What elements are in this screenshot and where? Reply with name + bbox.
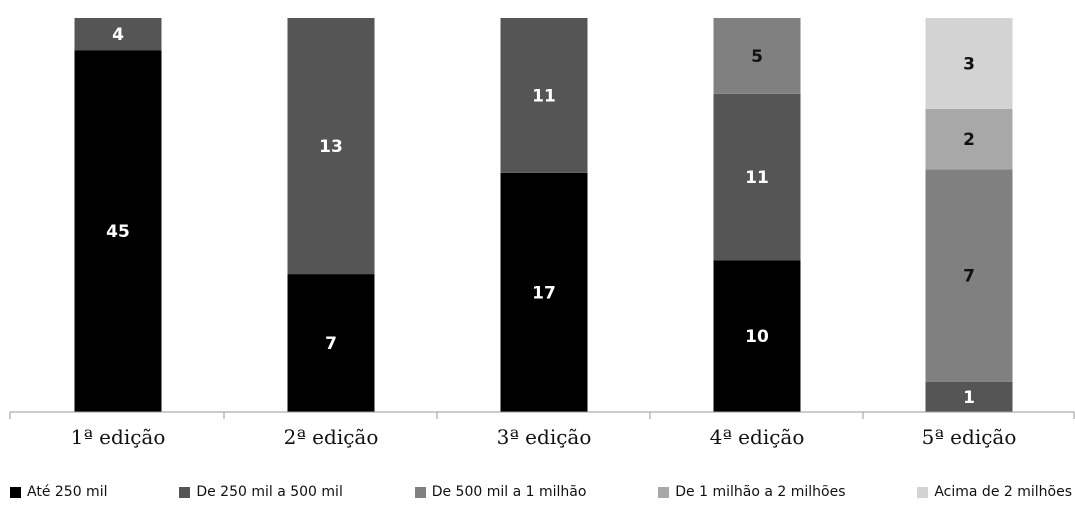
x-tick-label: 1ª edição	[71, 425, 166, 449]
x-tick-label: 5ª edição	[922, 425, 1017, 449]
data-label: 10	[745, 327, 769, 347]
category-labels: 1ª edição 2ª edição 3ª edição 4ª edição 5ª e…	[71, 425, 1017, 449]
data-label: 2	[963, 130, 975, 150]
legend: Até 250 mil De 250 mil a 500 mil De 500 mi…	[10, 482, 1072, 502]
bar-segment	[500, 18, 588, 173]
x-tick-label: 4ª edição	[710, 425, 805, 449]
bar-segment	[287, 274, 375, 412]
bar-segment	[925, 381, 1013, 412]
legend-label: De 250 mil a 500 mil	[196, 484, 343, 500]
bar-segment	[74, 18, 162, 51]
data-label: 4	[112, 25, 124, 45]
legend-item: De 250 mil a 500 mil	[179, 484, 343, 500]
x-tick-label: 3ª edição	[497, 425, 592, 449]
legend-swatch	[179, 486, 191, 498]
data-label: 45	[106, 222, 130, 242]
legend-item: Até 250 mil	[10, 484, 107, 500]
bar-segment	[500, 172, 588, 412]
bar-segment	[925, 108, 1013, 170]
x-tick-label: 2ª edição	[284, 425, 379, 449]
legend-swatch	[658, 486, 670, 498]
legend-label: Acima de 2 milhões	[934, 484, 1072, 500]
data-label: 13	[319, 137, 343, 157]
data-label: 11	[745, 168, 769, 188]
legend-label: De 500 mil a 1 milhão	[431, 484, 587, 500]
legend-item: De 1 milhão a 2 milhões	[658, 484, 846, 500]
legend-swatch	[10, 486, 21, 498]
bar-segment	[713, 93, 801, 261]
data-label: 5	[751, 47, 763, 67]
bar-segment	[74, 50, 162, 412]
legend-swatch	[917, 486, 929, 498]
data-label: 7	[325, 334, 337, 354]
bar-segment	[713, 18, 801, 94]
bar-segment	[713, 260, 801, 412]
legend-swatch	[414, 486, 426, 498]
legend-item: Acima de 2 milhões	[917, 484, 1072, 500]
data-label: 11	[532, 86, 556, 106]
data-label: 7	[963, 267, 975, 287]
legend-label: Até 250 mil	[27, 484, 108, 500]
data-label: 1	[963, 388, 975, 408]
bar-segment	[925, 18, 1013, 109]
data-label: 3	[963, 54, 975, 74]
data-label: 17	[532, 283, 556, 303]
bar-segment	[287, 18, 375, 275]
x-axis	[9, 411, 1075, 419]
legend-label: De 1 milhão a 2 milhões	[675, 484, 846, 500]
bar-segment	[925, 169, 1013, 382]
legend-item: De 500 mil a 1 milhão	[414, 484, 587, 500]
